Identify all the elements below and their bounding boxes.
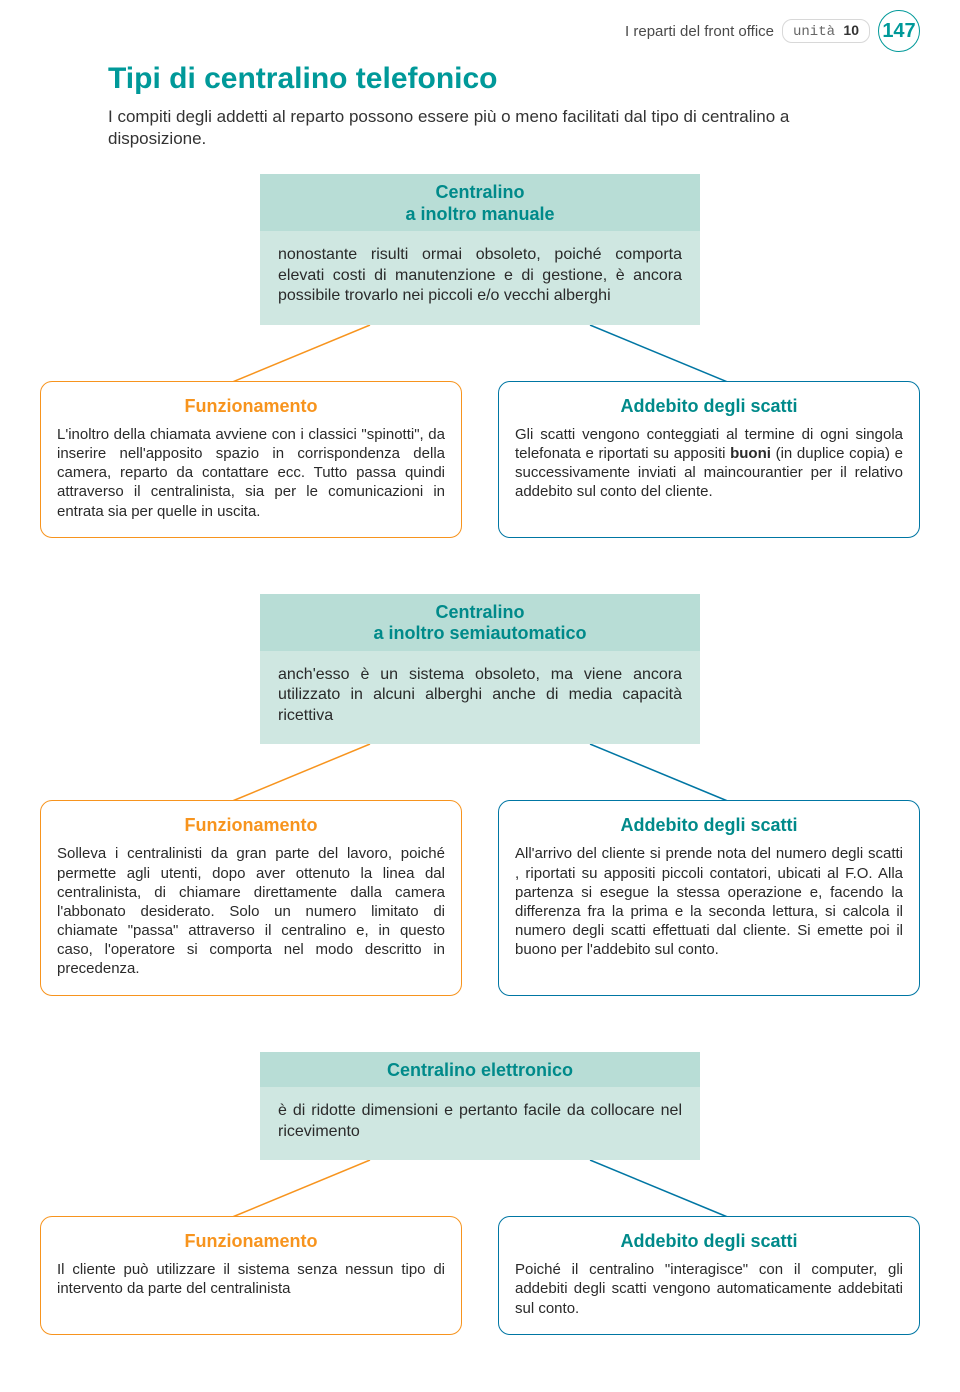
section-manuale: Centralino a inoltro manuale nonostante … <box>40 178 920 538</box>
parent-title-2: a inoltro semiautomatico <box>373 623 586 643</box>
children-row: Funzionamento Solleva i centralinisti da… <box>40 800 920 995</box>
child-header: Addebito degli scatti <box>515 396 903 417</box>
child-header: Addebito degli scatti <box>515 1231 903 1252</box>
child-header: Funzionamento <box>57 396 445 417</box>
parent-box-semiauto: Centralino a inoltro semiautomatico anch… <box>260 598 700 745</box>
breadcrumb: I reparti del front office <box>625 23 774 40</box>
unit-number: 10 <box>843 22 859 38</box>
parent-title-1: Centralino <box>435 602 524 622</box>
child-funzionamento: Funzionamento Solleva i centralinisti da… <box>40 800 462 995</box>
child-body: Il cliente può utilizzare il sistema sen… <box>57 1260 445 1298</box>
connector-lines <box>40 325 920 385</box>
parent-title-2: a inoltro manuale <box>405 204 554 224</box>
child-addebito: Addebito degli scatti All'arrivo del cli… <box>498 800 920 995</box>
parent-box-elettronico: Centralino elettronico è di ridotte dime… <box>260 1056 700 1161</box>
child-header: Funzionamento <box>57 815 445 836</box>
children-row: Funzionamento L'inoltro della chiamata a… <box>40 381 920 538</box>
section-elettronico: Centralino elettronico è di ridotte dime… <box>40 1056 920 1335</box>
parent-header: Centralino elettronico <box>260 1052 700 1088</box>
body-bold: buoni <box>730 445 771 462</box>
child-body: L'inoltro della chiamata avviene con i c… <box>57 425 445 521</box>
child-funzionamento: Funzionamento Il cliente può utilizzare … <box>40 1216 462 1335</box>
unit-label: unità <box>793 24 835 40</box>
child-body: All'arrivo del cliente si prende nota de… <box>515 844 903 959</box>
child-body: Solleva i centralinisti da gran parte de… <box>57 844 445 978</box>
child-addebito: Addebito degli scatti Gli scatti vengono… <box>498 381 920 538</box>
children-row: Funzionamento Il cliente può utilizzare … <box>40 1216 920 1335</box>
parent-title-1: Centralino elettronico <box>387 1060 573 1080</box>
child-addebito: Addebito degli scatti Poiché il centrali… <box>498 1216 920 1335</box>
unit-tag: unità 10 <box>782 19 870 43</box>
intro-text: I compiti degli addetti al reparto posso… <box>108 106 808 150</box>
parent-header: Centralino a inoltro manuale <box>260 174 700 231</box>
child-header: Addebito degli scatti <box>515 815 903 836</box>
page-header: I reparti del front office unità 10 147 <box>625 10 920 52</box>
child-body: Gli scatti vengono conteggiati al termin… <box>515 425 903 502</box>
child-body: Poiché il centralino "interagisce" con i… <box>515 1260 903 1318</box>
page-number-circle: 147 <box>878 10 920 52</box>
page-title: Tipi di centralino telefonico <box>108 62 920 96</box>
parent-body: è di ridotte dimensioni e pertanto facil… <box>278 1101 682 1142</box>
child-header: Funzionamento <box>57 1231 445 1252</box>
page-number: 147 <box>882 20 915 43</box>
parent-header: Centralino a inoltro semiautomatico <box>260 594 700 651</box>
child-funzionamento: Funzionamento L'inoltro della chiamata a… <box>40 381 462 538</box>
connector-lines <box>40 1160 920 1220</box>
parent-body: nonostante risulti ormai obsoleto, poich… <box>278 245 682 306</box>
connector-lines <box>40 744 920 804</box>
parent-title-1: Centralino <box>435 182 524 202</box>
section-semiautomatico: Centralino a inoltro semiautomatico anch… <box>40 598 920 996</box>
parent-box-manuale: Centralino a inoltro manuale nonostante … <box>260 178 700 325</box>
parent-body: anch'esso è un sistema obsoleto, ma vien… <box>278 665 682 726</box>
